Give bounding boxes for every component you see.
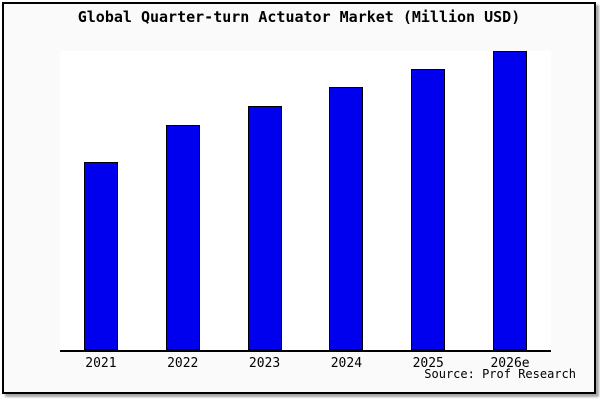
bar-slot [305,51,387,350]
plot-area [60,51,551,352]
bar-slot [224,51,306,350]
bar-2026e [493,51,528,350]
bar-slot [387,51,469,350]
bar-2025 [411,69,446,350]
bar-2023 [247,106,282,350]
x-axis-labels: 2021 2022 2023 2024 2025 2026e [60,356,551,371]
bar-2021 [83,162,118,350]
bar-2024 [329,87,364,350]
x-tick-label-2023: 2023 [248,356,281,371]
bar-slot [469,51,551,350]
bar-slot [60,51,142,350]
bar-slot [142,51,224,350]
source-label: Source: Prof Research [424,367,576,381]
x-tick-label-2024: 2024 [330,356,363,371]
x-tick-label-2025: 2025 [412,356,444,371]
bar-2022 [165,125,200,350]
x-tick-label-2021: 2021 [85,356,117,371]
chart-title: Global Quarter-turn Actuator Market (Mil… [77,8,521,26]
x-tick-label-2022: 2022 [167,356,199,371]
bars [60,51,551,350]
x-tick-label-2026e: 2026e [490,356,530,371]
chart-card: Global Quarter-turn Actuator Market (Mil… [2,2,596,394]
